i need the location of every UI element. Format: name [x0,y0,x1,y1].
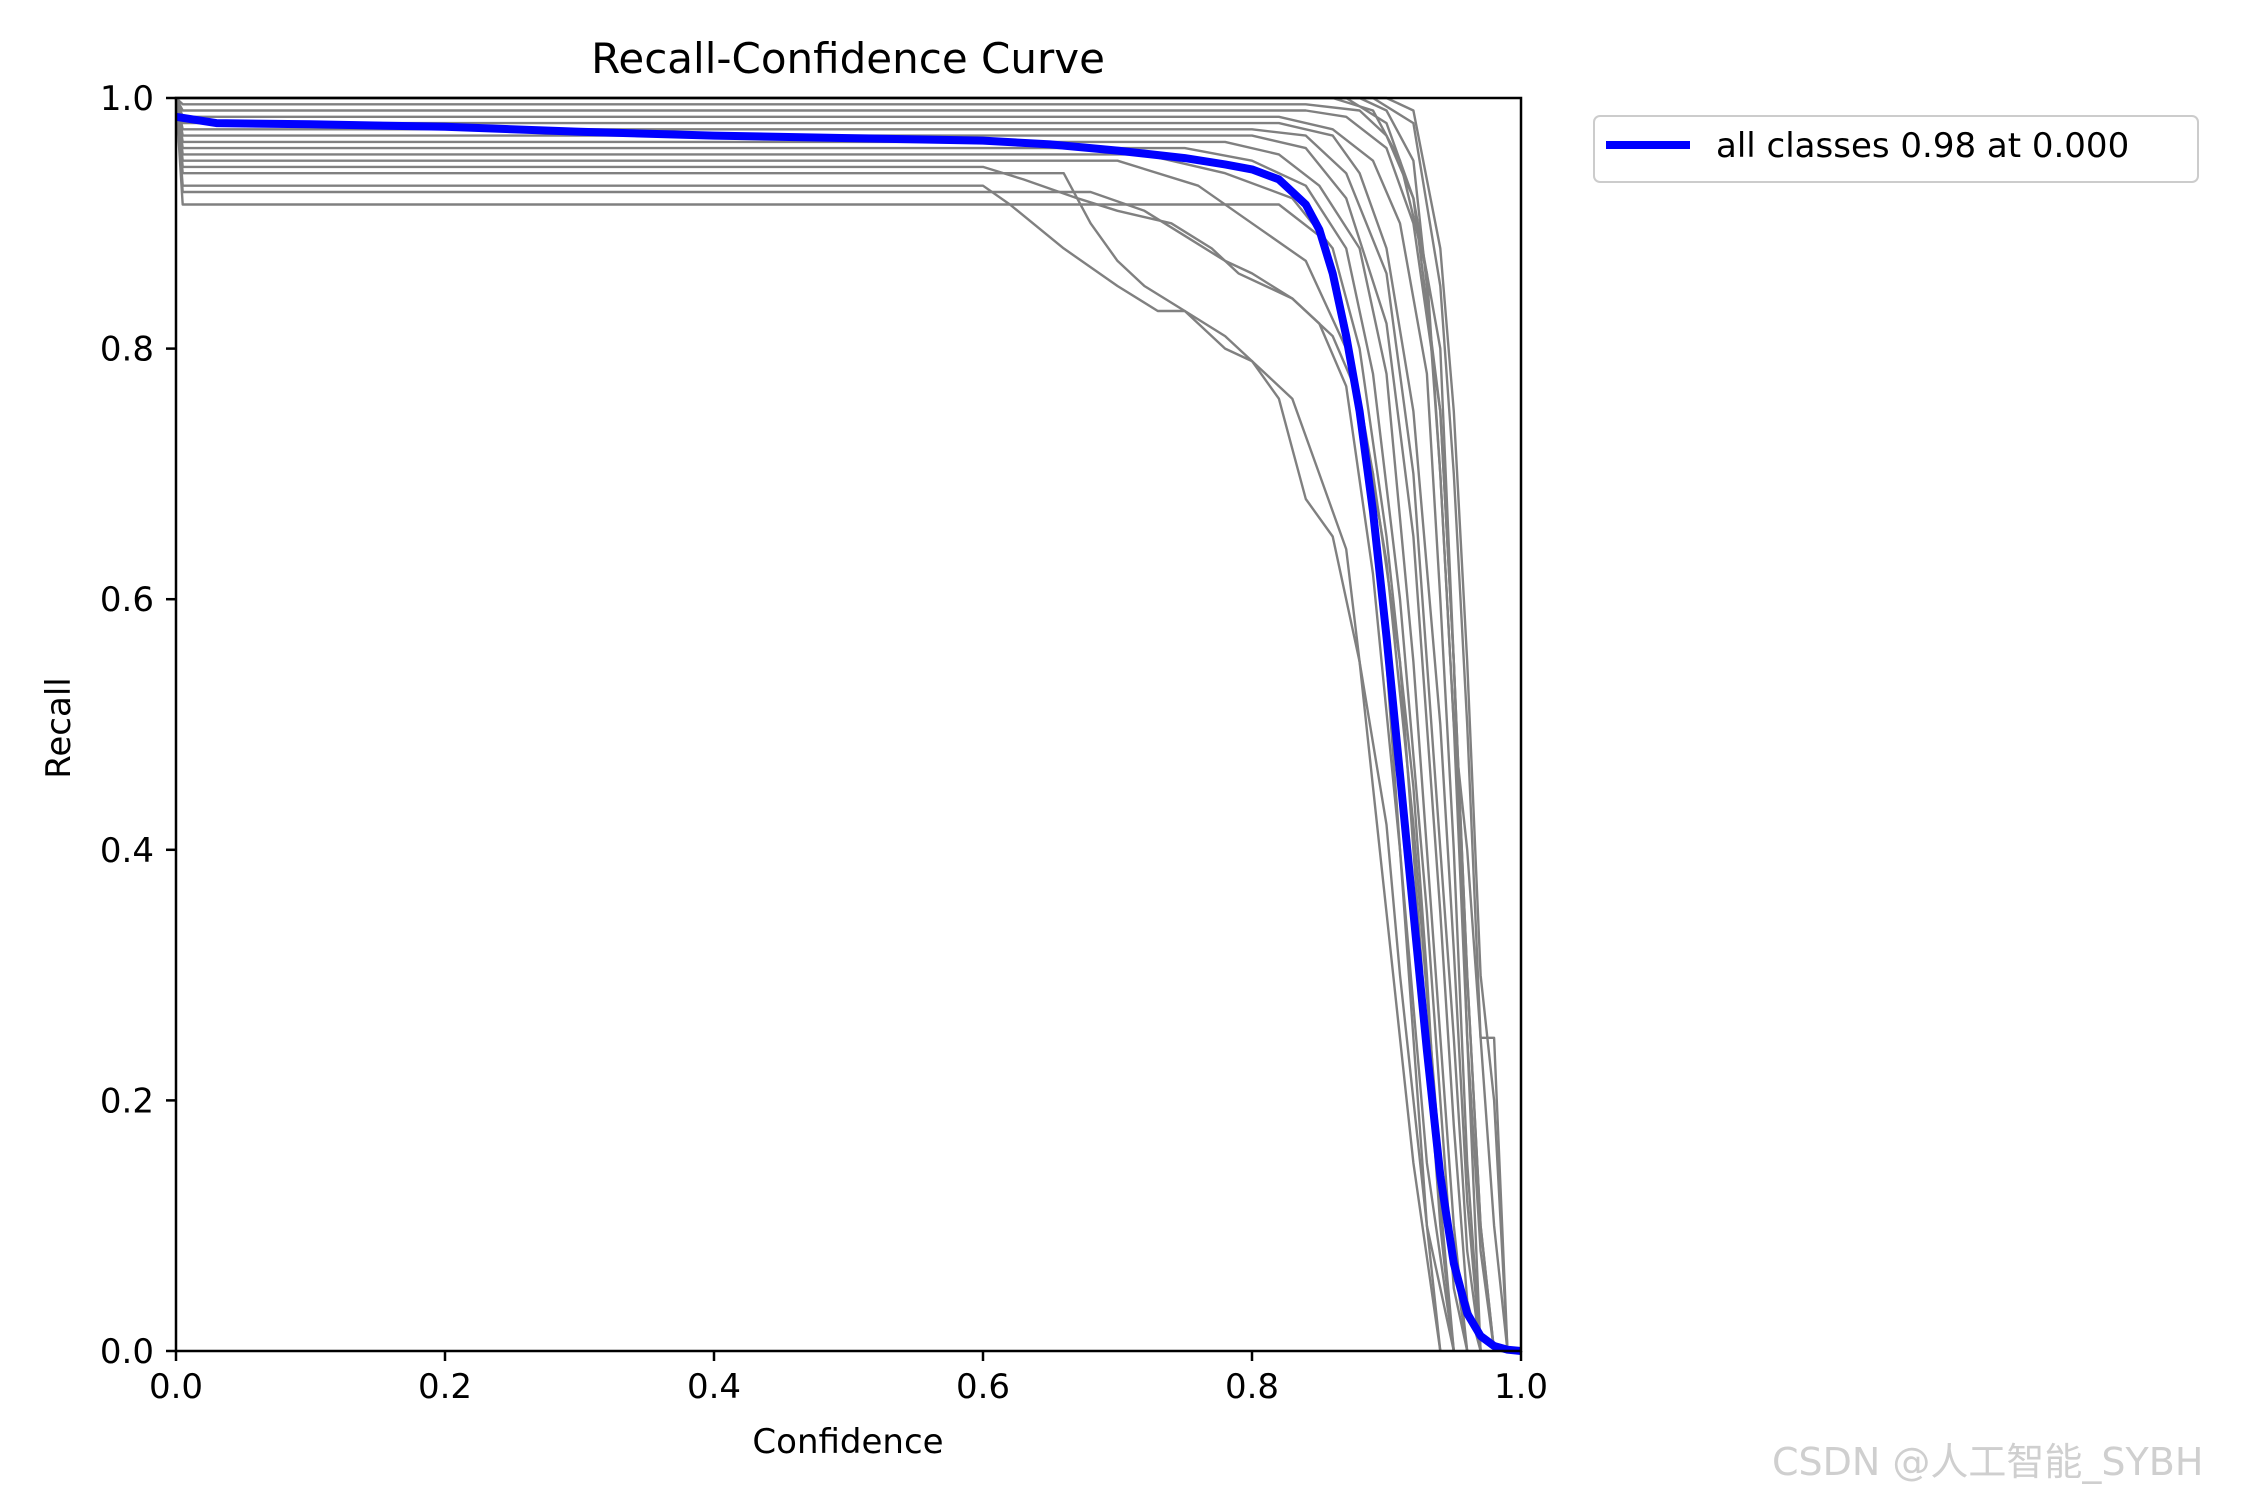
y-tick-label: 0.4 [100,831,154,871]
series-line-class-11 [174,97,1482,1352]
series-line-class-8 [174,97,1482,1352]
plot-frame [174,96,1523,1353]
x-tick-label: 1.0 [1494,1367,1548,1407]
series-line-class-20 [174,97,1469,1352]
series-line-all-classes [175,112,1522,1355]
legend: all classes 0.98 at 0.000 [1593,115,2199,183]
x-axis-ticks: 0.0 0.2 0.4 0.6 0.8 1.0 [149,1351,1548,1407]
x-tick-label: 0.2 [418,1367,472,1407]
y-tick-label: 0.8 [100,330,154,370]
x-axis-label: Confidence [752,1422,943,1462]
chart-title: Recall-Confidence Curve [591,34,1105,83]
y-tick-label: 0.0 [100,1332,154,1372]
x-tick-label: 0.4 [687,1367,741,1407]
series-line-class-3 [174,97,1455,1352]
y-tick-label: 1.0 [100,79,154,119]
y-tick-label: 0.6 [100,580,154,620]
series-line-class-2 [174,97,1442,1352]
y-tick-label: 0.2 [100,1081,154,1121]
legend-box [1593,115,2199,183]
series-line-class-6 [174,97,1469,1352]
x-tick-label: 0.0 [149,1367,203,1407]
watermark: CSDN @人工智能_SYBH [1772,1440,2203,1484]
x-tick-label: 0.6 [956,1367,1010,1407]
x-tick-label: 0.8 [1225,1367,1279,1407]
y-axis-label: Recall [39,677,79,778]
series-layer [174,96,1522,1355]
legend-label-all-classes: all classes 0.98 at 0.000 [1716,126,2129,166]
y-axis-ticks: 0.0 0.2 0.4 0.6 0.8 1.0 [100,79,176,1372]
series-line-class-7 [174,97,1469,1352]
